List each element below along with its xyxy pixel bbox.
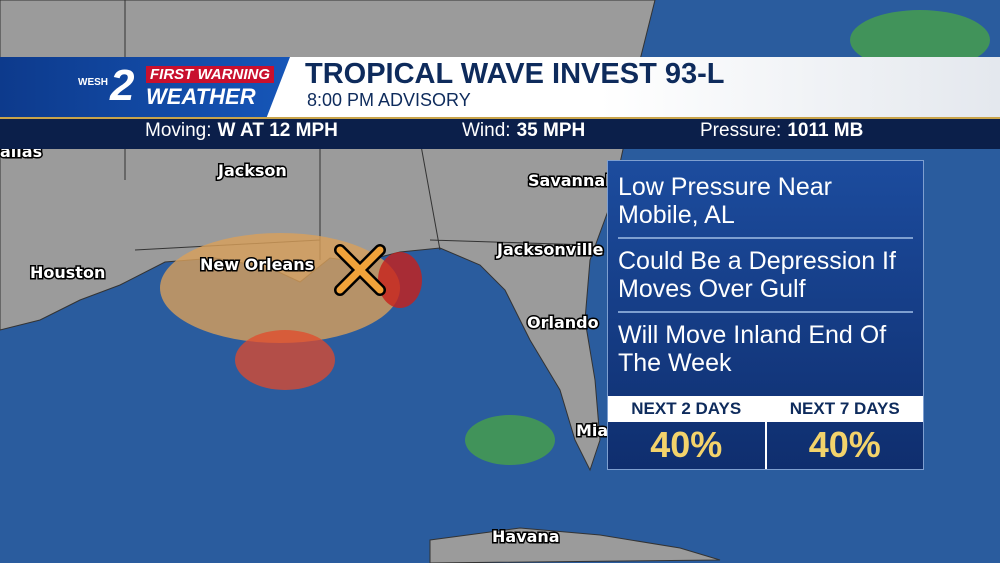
- outlook-area: [160, 233, 400, 343]
- note: Could Be a Depression If Moves Over Gulf: [618, 247, 896, 303]
- note: Low Pressure Near Mobile, AL: [618, 173, 832, 229]
- storm-marker: [336, 246, 384, 294]
- outlook-label: NEXT 7 DAYS: [766, 396, 923, 422]
- city-label: Orlando: [527, 313, 599, 332]
- cuba: [429, 527, 721, 563]
- city-label: Jacksonville: [496, 240, 604, 259]
- city-label: Savannah: [528, 171, 617, 190]
- radar: [235, 330, 335, 390]
- separator: [618, 237, 913, 239]
- stat: Wind: 35 MPH: [462, 120, 585, 142]
- stat-value: W AT 12 MPH: [217, 120, 338, 141]
- outlook-chance: 40%: [650, 424, 723, 465]
- stat-value: 35 MPH: [516, 120, 586, 141]
- notes: Low Pressure Near Mobile, AL Could Be a …: [608, 161, 923, 377]
- outlook-cell: NEXT 2 DAYS 40%: [608, 396, 767, 469]
- city-label: Mia: [576, 421, 608, 440]
- info-panel: Low Pressure Near Mobile, AL Could Be a …: [607, 160, 924, 470]
- logo-station: WESH: [78, 77, 108, 88]
- city-label: New Orleans: [200, 255, 314, 274]
- subtitle: 8:00 PM ADVISORY: [307, 90, 471, 110]
- radar: [378, 252, 422, 308]
- city-label: Houston: [30, 263, 105, 282]
- note: Will Move Inland End Of The Week: [618, 321, 887, 377]
- logo-number: 2: [110, 61, 135, 110]
- stat: Pressure: 1011 MB: [700, 120, 863, 142]
- logo-line2: WEATHER: [146, 84, 256, 109]
- outlook-label: NEXT 2 DAYS: [608, 396, 765, 422]
- stat-label: Wind:: [462, 120, 511, 141]
- radar: [465, 415, 555, 465]
- outlook-chance: 40%: [808, 424, 881, 465]
- title: TROPICAL WAVE INVEST 93-L: [305, 58, 725, 90]
- city-label: Havana: [492, 527, 560, 546]
- city-label: Jackson: [217, 161, 287, 180]
- outlook-cell: NEXT 7 DAYS 40%: [766, 396, 923, 469]
- stats-bar: [0, 117, 1000, 149]
- stat-label: Moving:: [145, 120, 212, 141]
- stat-label: Pressure:: [700, 120, 782, 141]
- radar: [850, 10, 990, 70]
- separator: [618, 311, 913, 313]
- logo: WESH 2 FIRST WARNING WEATHER: [0, 57, 290, 117]
- stat: Moving: W AT 12 MPH: [145, 120, 338, 142]
- stat-value: 1011 MB: [787, 120, 864, 141]
- logo-line1: FIRST WARNING: [146, 66, 274, 83]
- outlook: NEXT 2 DAYS 40% NEXT 7 DAYS 40%: [608, 396, 923, 469]
